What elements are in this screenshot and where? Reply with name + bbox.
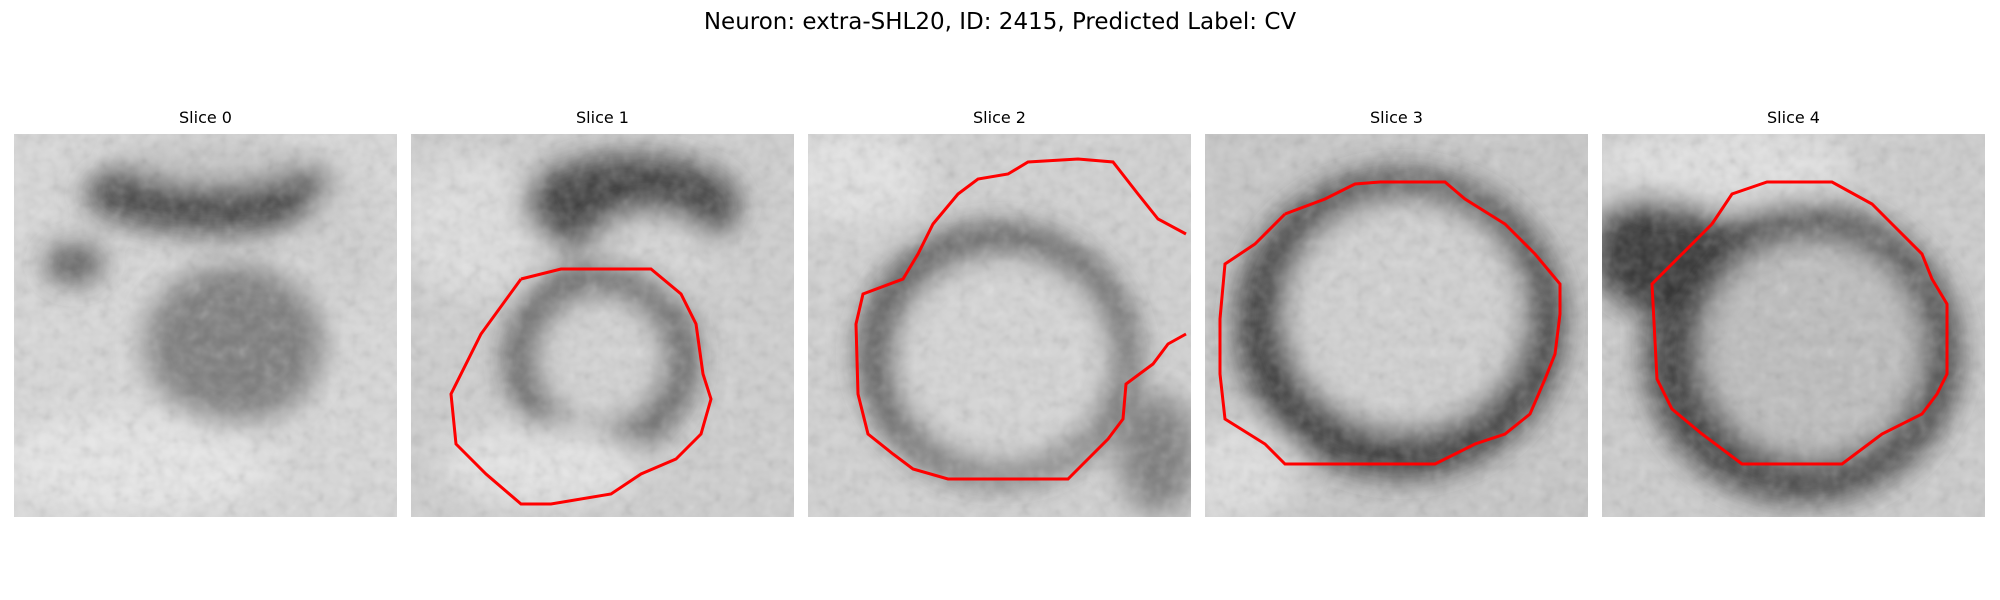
slice-1-canvas xyxy=(411,134,794,517)
slice-1-contour xyxy=(449,267,713,506)
slice-4-image xyxy=(1602,134,1985,517)
slice-3-image xyxy=(1205,134,1588,517)
slice-3-canvas xyxy=(1205,134,1588,517)
slice-2-contour-a xyxy=(854,157,1187,481)
figure-title: Neuron: extra-SHL20, ID: 2415, Predicted… xyxy=(703,9,1297,35)
panel-title-slice-4: Slice 4 xyxy=(1767,108,1820,127)
slice-4-canvas xyxy=(1602,134,1985,517)
slice-3-contour xyxy=(1218,180,1562,466)
slice-2-canvas xyxy=(808,134,1191,517)
panel-title-slice-0: Slice 0 xyxy=(179,108,232,127)
panel-title-slice-2: Slice 2 xyxy=(973,108,1026,127)
slice-2-image xyxy=(808,134,1191,517)
slice-4-contour xyxy=(1650,180,1949,466)
slice-0-image xyxy=(14,134,397,517)
panel-title-slice-3: Slice 3 xyxy=(1370,108,1423,127)
slice-1-image xyxy=(411,134,794,517)
panel-title-slice-1: Slice 1 xyxy=(576,108,629,127)
slice-0-canvas xyxy=(14,134,397,517)
